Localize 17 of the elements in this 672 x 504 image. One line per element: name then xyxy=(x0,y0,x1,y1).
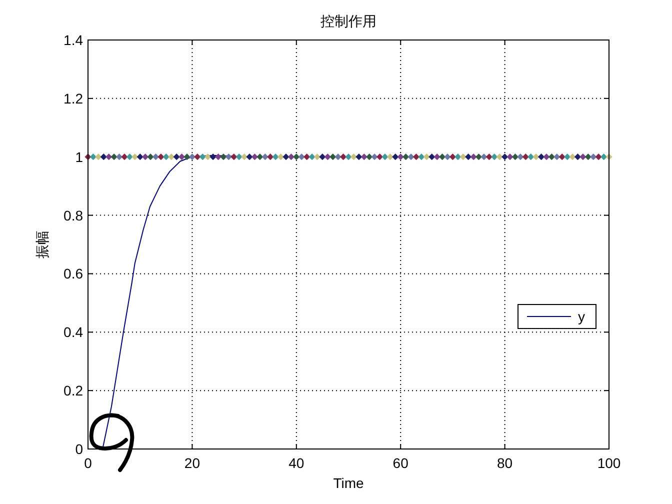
y-tick-label: 1 xyxy=(75,148,84,165)
x-tick-label: 20 xyxy=(184,455,200,471)
x-axis-title: Time xyxy=(333,475,364,491)
y-tick-label: 0.8 xyxy=(64,207,84,224)
y-axis-title: 振幅 xyxy=(34,230,50,258)
y-tick-label: 1.2 xyxy=(64,90,84,106)
y-tick-label: 0.4 xyxy=(64,324,84,340)
x-tick-label: 40 xyxy=(288,455,304,471)
y-tick-label: 0.6 xyxy=(64,266,84,282)
legend-label: y xyxy=(578,308,585,324)
y-tick-label: 1.4 xyxy=(64,32,84,48)
x-tick-label: 80 xyxy=(497,455,513,471)
chart-title: 控制作用 xyxy=(320,13,376,29)
y-tick-label: 0.2 xyxy=(64,382,84,399)
x-tick-label: 100 xyxy=(597,455,621,471)
x-tick-label: 60 xyxy=(392,455,409,471)
y-tick-label: 0 xyxy=(75,441,84,457)
